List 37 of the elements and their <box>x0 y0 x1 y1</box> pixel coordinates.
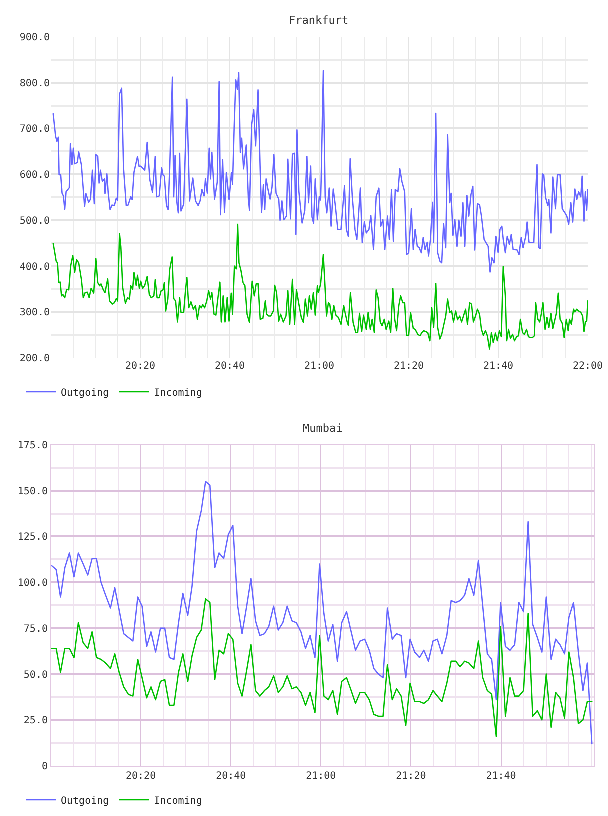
y-tick-label: 900.0 <box>20 32 50 44</box>
x-tick-label: 21:00 <box>304 361 335 372</box>
line-series <box>51 481 593 745</box>
chart-title: Mumbai <box>303 422 343 435</box>
x-tick-label: 21:20 <box>394 361 424 372</box>
line-series <box>52 70 588 273</box>
y-tick-label: 600.0 <box>20 170 50 182</box>
y-tick-label: 150.0 <box>18 486 48 498</box>
legend-label: Outgoing <box>61 796 110 807</box>
y-tick-label: 200.0 <box>20 354 50 364</box>
x-tick-label: 21:40 <box>486 771 516 782</box>
legend-label: Incoming <box>154 388 202 399</box>
y-tick-label: 500.0 <box>20 216 50 227</box>
y-tick-label: 300.0 <box>20 308 50 319</box>
y-tick-label: 25.0 <box>24 716 48 727</box>
y-tick-label: 0 <box>42 762 48 772</box>
y-tick-label: 50.0 <box>24 670 48 681</box>
legend-label: Outgoing <box>61 388 110 399</box>
x-tick-label: 20:20 <box>126 771 156 782</box>
line-series <box>51 598 593 738</box>
x-tick-label: 20:40 <box>214 361 246 372</box>
y-tick-label: 700.0 <box>20 124 50 136</box>
x-tick-label: 21:40 <box>483 361 514 372</box>
line-series <box>52 224 588 350</box>
x-tick-label: 21:20 <box>396 771 426 782</box>
y-tick-label: 400.0 <box>20 262 50 273</box>
legend-label: Incoming <box>154 796 202 807</box>
x-tick-label: 21:00 <box>306 771 336 782</box>
y-tick-label: 800.0 <box>20 78 50 90</box>
x-tick-label: 22:00 <box>572 361 604 372</box>
y-tick-label: 75.0 <box>24 624 48 635</box>
y-tick-label: 175.0 <box>18 440 48 452</box>
x-tick-label: 20:40 <box>216 771 246 782</box>
chart-title: Frankfurt <box>289 14 349 27</box>
x-tick-label: 20:20 <box>125 361 156 372</box>
y-tick-label: 125.0 <box>18 532 48 544</box>
y-tick-label: 100.0 <box>18 578 48 590</box>
